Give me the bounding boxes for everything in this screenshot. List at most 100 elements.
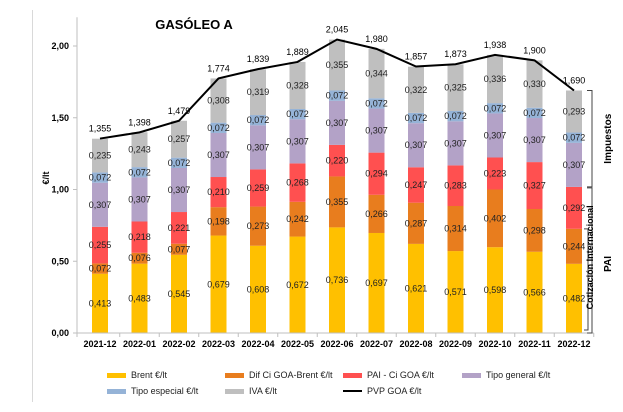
data-label: 0,298 (523, 225, 546, 235)
bar-segment (92, 226, 108, 264)
data-label: 0,307 (484, 130, 507, 140)
pvp-label: 1,900 (523, 45, 546, 55)
data-label: 0,307 (563, 160, 586, 170)
legend-item-brent: Brent €/lt (107, 370, 167, 380)
data-label: 0,697 (365, 278, 388, 288)
data-label: 0,243 (128, 145, 151, 155)
bar-segment (250, 69, 266, 116)
data-label: 0,314 (444, 224, 467, 234)
bar-segment (92, 182, 108, 227)
legend-label: Dif Ci GOA-Brent €/lt (249, 370, 333, 380)
data-label: 0,319 (247, 87, 270, 97)
bracket-pai (587, 187, 593, 334)
bar-segment (131, 132, 148, 168)
data-label: 0,402 (484, 213, 507, 223)
legend: Brent €/lt Dif Ci GOA-Brent €/lt PAI - C… (0, 365, 623, 409)
legend-swatch (107, 372, 126, 378)
bar-segment (368, 232, 385, 333)
data-label: 0,355 (326, 60, 349, 70)
pvp-label: 2,045 (326, 25, 349, 35)
bar-segment (289, 61, 306, 109)
data-label: 0,672 (286, 280, 309, 290)
bar-segment (250, 115, 266, 126)
legend-swatch (225, 372, 244, 378)
bar-segment (250, 169, 266, 207)
bar-segment (566, 142, 582, 187)
y-tick-label: 1,50 (51, 113, 69, 123)
legend-label: PVP GOA €/lt (367, 386, 422, 396)
bar-segment (447, 206, 464, 252)
x-tick-label: 2022-01 (123, 339, 156, 349)
data-label: 0,242 (286, 214, 309, 224)
pvp-label: 1,355 (89, 124, 112, 134)
data-label: 0,598 (484, 285, 507, 295)
data-label: 0,072 (484, 103, 507, 113)
data-label: 0,072 (326, 91, 349, 101)
x-tick-label: 2022-06 (320, 339, 353, 349)
x-tick-label: 2022-11 (518, 339, 551, 349)
data-label: 0,566 (523, 287, 546, 297)
data-label: 0,307 (286, 136, 309, 146)
data-label: 0,307 (89, 200, 112, 210)
bracket-label-impuestos: Impuestos (603, 113, 614, 163)
legend-item-dif-ci: Dif Ci GOA-Brent €/lt (225, 370, 333, 380)
data-label: 0,220 (326, 156, 349, 166)
data-label: 0,294 (365, 169, 388, 179)
bar-segment (92, 273, 108, 333)
data-label: 0,072 (168, 158, 191, 168)
bar-segment (210, 132, 227, 178)
bar-segment (566, 228, 582, 264)
bar-segment (210, 207, 227, 236)
pvp-label: 1,398 (128, 117, 151, 127)
data-label: 0,072 (128, 167, 151, 177)
bar-segment (289, 163, 306, 202)
bar-segment (487, 54, 503, 104)
data-label: 0,330 (523, 79, 546, 89)
data-label: 0,072 (89, 264, 112, 274)
bar-segment (368, 98, 385, 109)
bar-segment (250, 125, 266, 170)
data-label: 0,257 (168, 134, 191, 144)
bar-segment (487, 103, 503, 114)
data-label: 0,072 (247, 115, 270, 125)
y-axis-label: €/lt (41, 171, 51, 184)
data-label: 0,307 (365, 126, 388, 136)
x-tick-label: 2022-04 (241, 339, 274, 349)
bar-segment (210, 235, 227, 333)
bar-segment (210, 177, 227, 208)
bar-segment (329, 144, 345, 177)
bar-segment (408, 243, 424, 333)
bar-segment (289, 108, 306, 120)
legend-item-iva: IVA €/lt (225, 386, 277, 396)
data-label: 0,322 (405, 85, 428, 95)
data-label: 0,679 (207, 279, 230, 289)
bar-segment (131, 252, 148, 264)
chart-title: GASÓLEO A (155, 17, 233, 32)
data-label: 0,273 (247, 221, 270, 231)
bar-segment (131, 177, 148, 222)
bar-segment (250, 245, 266, 333)
bar-segment (526, 209, 543, 252)
data-label: 0,198 (207, 216, 230, 226)
bar-segment (526, 251, 543, 333)
data-label: 0,266 (365, 209, 388, 219)
bar-segment (447, 64, 464, 112)
data-label: 0,072 (365, 98, 388, 108)
bar-segment (487, 113, 503, 158)
data-label: 0,325 (444, 83, 467, 93)
pvp-label: 1,839 (247, 54, 270, 64)
data-label: 0,307 (326, 118, 349, 128)
data-label: 0,608 (247, 284, 270, 294)
bracket-impuestos (587, 89, 593, 188)
frame-border (32, 10, 33, 402)
bar-segment (566, 263, 582, 333)
legend-line-swatch (343, 390, 362, 392)
pvp-label: 1,938 (484, 40, 507, 50)
bar-segment (447, 121, 464, 166)
bar-segment (92, 172, 108, 183)
bar-segment (566, 186, 582, 229)
y-axis: 0,00 0,50 1,00 1,50 2,00 (51, 17, 78, 338)
x-tick-label: 2022-03 (202, 339, 235, 349)
data-label: 0,072 (444, 111, 467, 121)
bar-segment (289, 201, 306, 237)
